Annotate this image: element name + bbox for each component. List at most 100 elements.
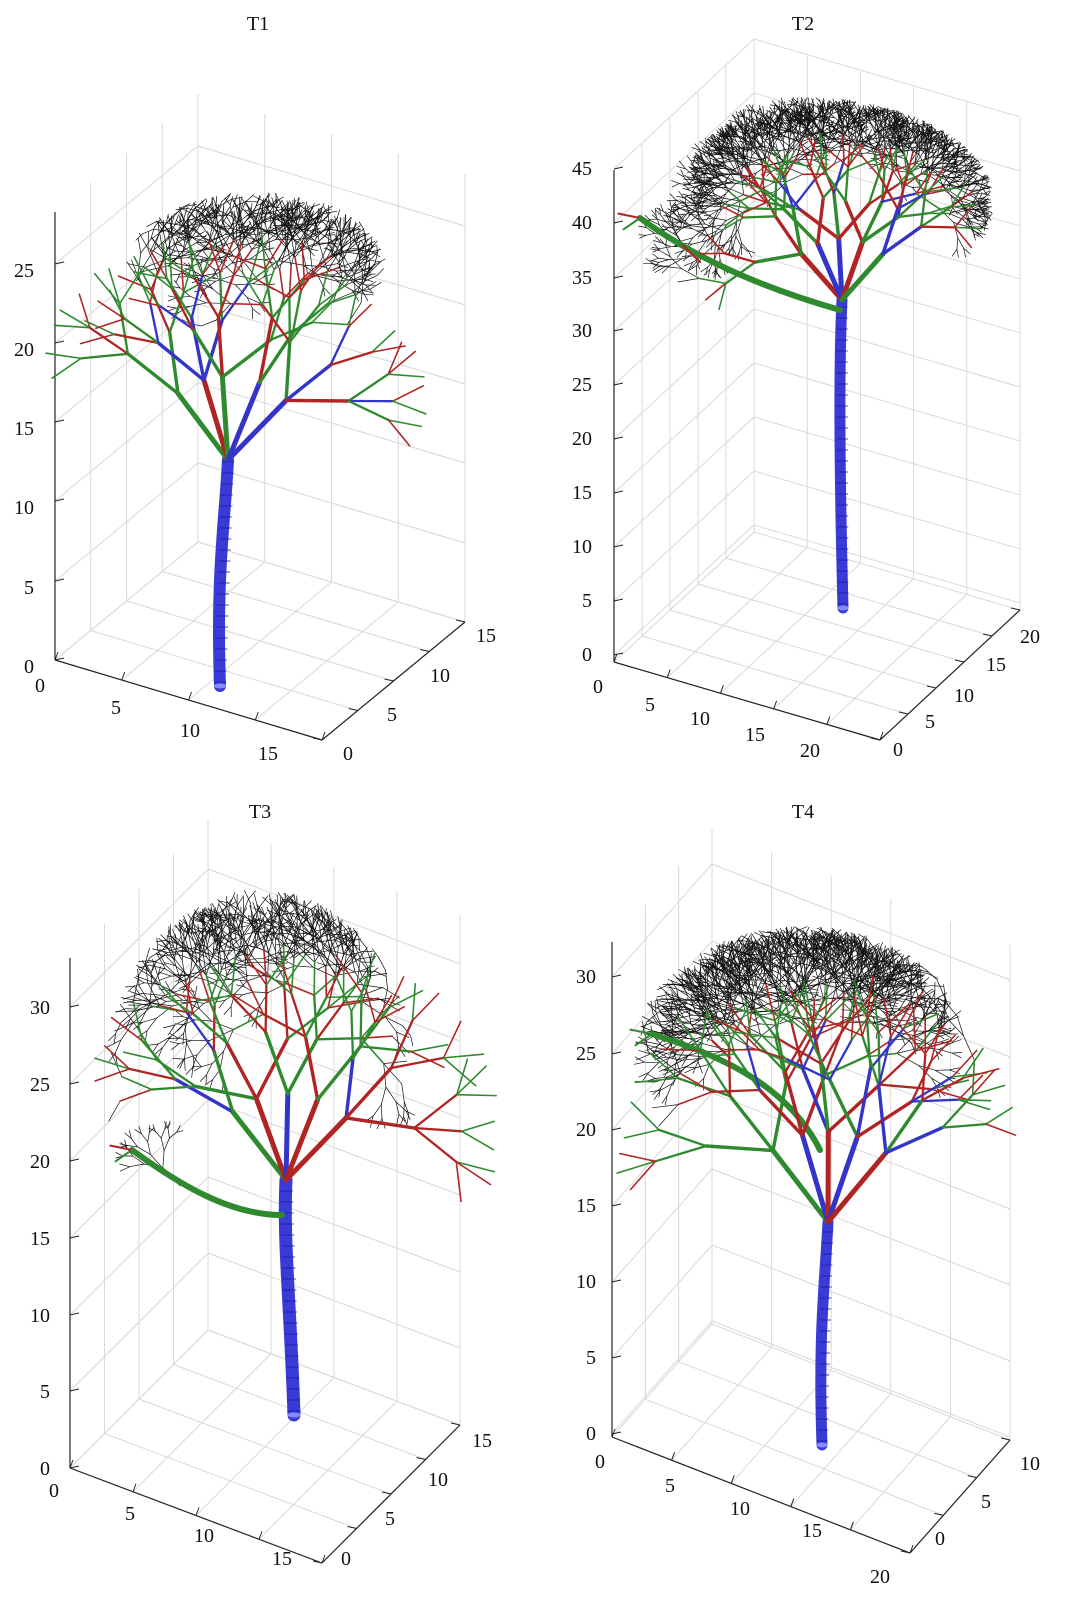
twig bbox=[166, 982, 179, 995]
twig bbox=[792, 98, 802, 107]
twig bbox=[695, 217, 704, 221]
twig bbox=[930, 132, 933, 142]
twig bbox=[849, 99, 851, 108]
x-tick-label: 0 bbox=[49, 1480, 59, 1502]
twig bbox=[312, 227, 321, 232]
twig bbox=[753, 147, 763, 166]
twig bbox=[204, 197, 214, 219]
twig bbox=[823, 141, 836, 144]
twig bbox=[272, 916, 277, 925]
branch bbox=[826, 148, 849, 168]
twig bbox=[199, 911, 211, 918]
x-tick bbox=[666, 669, 671, 678]
twig bbox=[328, 219, 332, 230]
twig bbox=[789, 114, 791, 123]
twig bbox=[875, 122, 881, 135]
z-tick-label: 5 bbox=[24, 577, 34, 599]
twig bbox=[369, 281, 382, 290]
twig bbox=[941, 161, 950, 178]
twig bbox=[830, 120, 835, 128]
branch bbox=[741, 174, 765, 191]
twig bbox=[951, 148, 959, 157]
twig bbox=[181, 959, 187, 983]
branch bbox=[721, 216, 745, 232]
twig bbox=[693, 159, 700, 166]
twig bbox=[311, 909, 327, 928]
twig bbox=[260, 228, 279, 239]
twig bbox=[383, 1060, 408, 1064]
twig bbox=[337, 916, 341, 927]
twig bbox=[274, 206, 284, 218]
twig bbox=[288, 927, 294, 939]
twig bbox=[958, 162, 970, 171]
twig bbox=[374, 258, 386, 266]
tree-model bbox=[45, 192, 427, 692]
twig bbox=[873, 110, 879, 117]
twig bbox=[119, 1163, 131, 1168]
twig bbox=[251, 922, 266, 933]
twig bbox=[903, 142, 911, 145]
twig bbox=[953, 222, 959, 239]
twig bbox=[797, 103, 801, 112]
twig bbox=[267, 951, 270, 975]
twig bbox=[330, 276, 340, 282]
twig bbox=[660, 204, 664, 212]
twig bbox=[160, 1137, 165, 1151]
twig bbox=[351, 290, 365, 295]
branch bbox=[271, 278, 306, 320]
twig bbox=[352, 935, 357, 945]
twig bbox=[723, 160, 735, 163]
twig bbox=[813, 112, 820, 123]
twig bbox=[383, 1063, 403, 1085]
twig bbox=[157, 967, 165, 976]
twig bbox=[346, 267, 371, 278]
twig bbox=[688, 265, 698, 272]
twig bbox=[763, 117, 769, 125]
twig bbox=[196, 258, 202, 267]
twig bbox=[357, 249, 372, 253]
twig bbox=[829, 120, 835, 128]
twig bbox=[251, 916, 254, 933]
twig bbox=[869, 140, 875, 150]
twig bbox=[239, 196, 242, 210]
twig bbox=[176, 220, 185, 228]
twig bbox=[166, 257, 178, 260]
twig bbox=[228, 892, 236, 907]
twig bbox=[672, 204, 675, 214]
twig bbox=[799, 114, 812, 120]
twig bbox=[675, 200, 688, 206]
twig bbox=[395, 1101, 400, 1115]
twig bbox=[938, 140, 944, 148]
z-tick-label: 40 bbox=[572, 212, 592, 234]
twig bbox=[788, 167, 804, 175]
twig bbox=[886, 135, 892, 141]
twig bbox=[714, 202, 722, 208]
twig bbox=[681, 193, 689, 196]
branch bbox=[681, 244, 702, 264]
branch bbox=[188, 240, 196, 279]
twig bbox=[333, 922, 341, 931]
twig bbox=[715, 271, 722, 279]
twig bbox=[402, 1025, 412, 1037]
twig bbox=[235, 284, 248, 298]
twig bbox=[322, 221, 330, 230]
twig bbox=[651, 209, 657, 217]
twig bbox=[287, 911, 301, 922]
twig bbox=[698, 240, 707, 252]
twig bbox=[882, 110, 887, 116]
twig bbox=[365, 284, 373, 292]
twig bbox=[175, 250, 190, 253]
twig bbox=[133, 997, 161, 1006]
twig bbox=[273, 253, 295, 270]
twig bbox=[196, 242, 208, 250]
twig bbox=[767, 138, 773, 158]
twig bbox=[187, 218, 190, 245]
z-tick-label: 0 bbox=[582, 644, 592, 666]
twig bbox=[865, 108, 868, 117]
twig bbox=[290, 215, 294, 234]
twig bbox=[697, 211, 708, 216]
twig bbox=[323, 947, 332, 954]
branch bbox=[924, 176, 943, 195]
twig bbox=[797, 143, 814, 156]
branch bbox=[815, 241, 845, 303]
